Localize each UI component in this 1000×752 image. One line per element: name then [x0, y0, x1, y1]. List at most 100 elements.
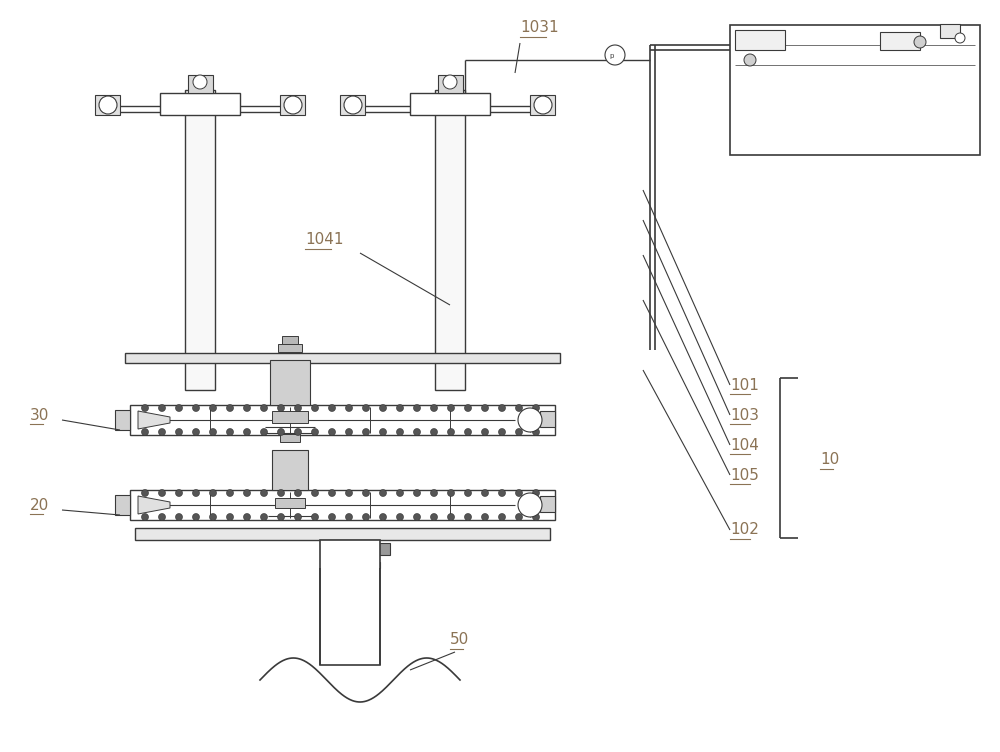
Circle shape [532, 429, 540, 435]
Text: 20: 20 [30, 498, 49, 513]
Circle shape [532, 514, 540, 520]
Circle shape [430, 514, 438, 520]
Circle shape [328, 490, 336, 496]
Circle shape [532, 490, 540, 496]
Bar [160, 93, 240, 115]
Circle shape [414, 405, 420, 411]
Circle shape [498, 405, 506, 411]
Text: 102: 102 [730, 523, 759, 538]
Circle shape [158, 514, 166, 520]
Circle shape [142, 405, 148, 411]
Bar [282, 336, 298, 344]
Bar [730, 25, 980, 155]
Circle shape [346, 405, 352, 411]
Text: 101: 101 [730, 378, 759, 393]
Circle shape [210, 514, 216, 520]
Circle shape [294, 429, 302, 435]
Circle shape [346, 429, 352, 435]
Circle shape [396, 514, 404, 520]
Text: 1041: 1041 [305, 232, 344, 247]
Circle shape [192, 514, 200, 520]
Bar [115, 410, 130, 430]
Bar [272, 411, 308, 423]
Circle shape [362, 490, 370, 496]
Circle shape [278, 405, 285, 411]
Polygon shape [138, 496, 170, 514]
Circle shape [914, 36, 926, 48]
Bar [410, 93, 490, 115]
Circle shape [380, 490, 386, 496]
Circle shape [396, 405, 404, 411]
Circle shape [516, 514, 522, 520]
Circle shape [158, 429, 166, 435]
Bar [275, 498, 305, 508]
Text: 105: 105 [730, 468, 759, 483]
Circle shape [414, 429, 420, 435]
Circle shape [176, 405, 182, 411]
Circle shape [464, 429, 472, 435]
Circle shape [244, 429, 250, 435]
Circle shape [284, 96, 302, 114]
Circle shape [362, 429, 370, 435]
Bar [115, 495, 130, 515]
Bar [270, 360, 310, 405]
Circle shape [482, 490, 488, 496]
Circle shape [192, 490, 200, 496]
Circle shape [396, 490, 404, 496]
Bar [735, 30, 785, 50]
Circle shape [294, 514, 302, 520]
Circle shape [362, 405, 370, 411]
Circle shape [448, 429, 454, 435]
Circle shape [278, 429, 285, 435]
Circle shape [176, 514, 182, 520]
Circle shape [516, 490, 522, 496]
Bar [130, 405, 555, 435]
Bar [188, 75, 213, 93]
Circle shape [294, 405, 302, 411]
Circle shape [414, 490, 420, 496]
Circle shape [362, 514, 370, 520]
Bar [540, 496, 555, 512]
Text: p: p [610, 53, 614, 59]
Polygon shape [138, 411, 170, 429]
Circle shape [210, 490, 216, 496]
Bar [530, 95, 555, 115]
Circle shape [443, 75, 457, 89]
Bar [940, 24, 960, 38]
Circle shape [328, 514, 336, 520]
Text: 50: 50 [450, 632, 469, 647]
Circle shape [482, 429, 488, 435]
Circle shape [380, 405, 386, 411]
Circle shape [142, 490, 148, 496]
Circle shape [226, 429, 234, 435]
Circle shape [99, 96, 117, 114]
Circle shape [158, 405, 166, 411]
Circle shape [192, 405, 200, 411]
Circle shape [346, 490, 352, 496]
Circle shape [278, 514, 285, 520]
Circle shape [210, 405, 216, 411]
Circle shape [516, 429, 522, 435]
Text: 1031: 1031 [520, 20, 559, 35]
Circle shape [158, 490, 166, 496]
Circle shape [464, 490, 472, 496]
Circle shape [430, 405, 438, 411]
Bar [320, 540, 380, 665]
Circle shape [380, 429, 386, 435]
Circle shape [518, 408, 542, 432]
Circle shape [498, 514, 506, 520]
Circle shape [396, 429, 404, 435]
Circle shape [260, 429, 268, 435]
Circle shape [346, 514, 352, 520]
Circle shape [142, 429, 148, 435]
Circle shape [260, 405, 268, 411]
Circle shape [498, 490, 506, 496]
Circle shape [176, 429, 182, 435]
Circle shape [532, 405, 540, 411]
Bar [135, 528, 550, 540]
Bar [272, 450, 308, 490]
Text: 10: 10 [820, 453, 839, 468]
Bar [340, 95, 365, 115]
Circle shape [176, 490, 182, 496]
Circle shape [482, 514, 488, 520]
